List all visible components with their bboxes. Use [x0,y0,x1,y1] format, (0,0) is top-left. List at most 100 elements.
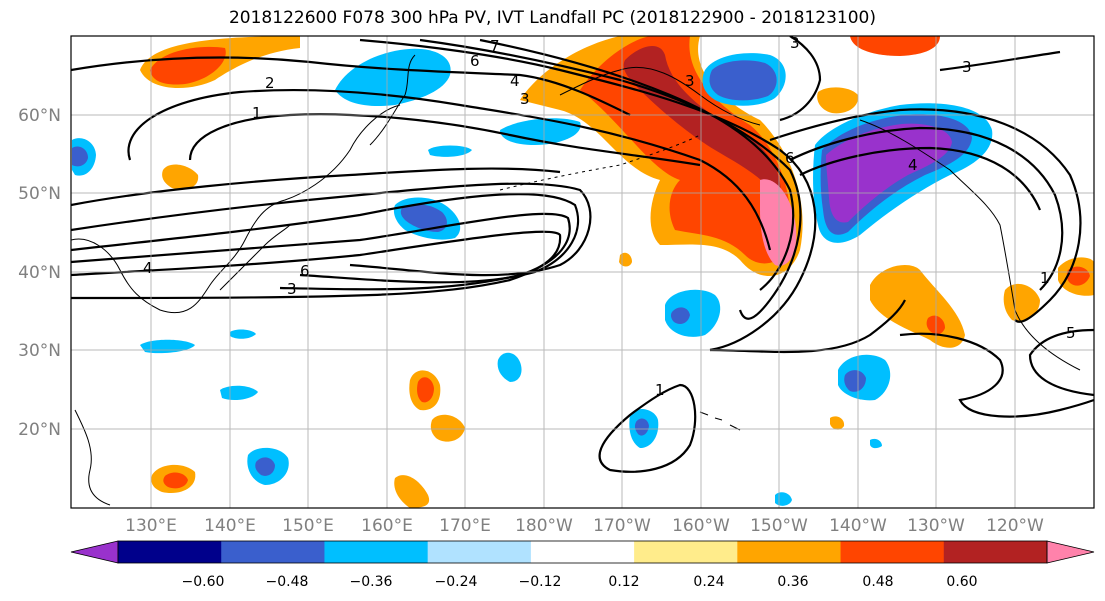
graticule [71,36,1094,508]
ivt-contour [71,230,562,300]
pv-negative-region [665,289,721,337]
colorbar-tick-label: −0.12 [519,574,562,590]
colorbar-tick-label: −0.24 [435,574,478,590]
contour-label-4-ne: 4 [908,156,918,174]
ivt-contour [188,113,701,167]
contour-label-6-east: 6 [785,149,795,167]
contour-label-6: 6 [300,262,310,280]
colorbar-tick-labels: −0.60 −0.48 −0.36 −0.24 −0.12 0.12 0.24 … [182,574,978,590]
lat-label: 40°N [18,263,61,283]
ivt-contour [359,38,817,352]
coastline-aleutians [499,134,701,191]
colorbar-segment [943,541,1048,563]
pv-shading [72,36,1094,508]
colorbar-tick-label: −0.36 [350,574,393,590]
contour-label-3: 3 [287,280,297,298]
colorbar-segment [840,541,945,563]
colorbar [70,540,1095,564]
contour-label-7: 7 [490,37,500,55]
colorbar-segment [530,541,635,563]
colorbar-segment [221,541,325,563]
pv-negative-region [230,329,256,339]
coastline-taiwan-philippines [74,409,111,506]
colorbar-segment [737,541,842,563]
ivt-contour [789,126,1064,291]
pv-positive-region [830,416,845,430]
colorbar-extend-high [1046,540,1095,564]
contour-label-3-north: 3 [520,90,530,108]
ivt-contour [769,108,1082,323]
lon-label: 160°E [361,516,413,536]
colorbar-segment [427,541,532,563]
lat-label: 50°N [18,184,61,204]
lon-label: 160°W [672,516,730,536]
lon-label: 140°E [204,516,256,536]
colorbar-segment [324,541,429,563]
longitude-labels: 130°E 140°E 150°E 160°E 170°E 180°W 170°… [125,516,1044,536]
contour-label-1-east: 1 [1040,269,1050,287]
ivt-contour [419,38,802,320]
ivt-contour [71,56,631,116]
pv-positive-region [1003,283,1040,322]
pv-negative-core [634,418,649,436]
contour-label-3-alaska: 3 [685,72,695,90]
lat-label: 20°N [18,420,61,440]
pv-negative-core [400,204,447,232]
lon-label: 170°W [593,516,651,536]
ivt-contour [779,36,822,122]
coastline-alaska [559,66,761,126]
pv-negative-core [670,307,690,324]
pv-positive-region [850,36,940,56]
colorbar-tick-label: 0.48 [862,574,893,590]
pv-negative-region [870,438,882,449]
pv-positive-core [150,46,226,85]
pv-negative-region [428,145,472,157]
colorbar-tick-label: −0.60 [182,574,225,590]
pv-positive-region [394,475,430,508]
lon-label: 150°W [750,516,808,536]
contour-label-3-ne: 3 [962,58,972,76]
colorbar-tick-label: 0.12 [608,574,639,590]
pv-negative-region [500,118,581,145]
pv-positive-core [580,36,791,264]
lon-label: 140°W [829,516,887,536]
contour-label-6-north: 6 [470,52,480,70]
lon-label: 120°W [986,516,1044,536]
pv-positive-core [163,472,188,489]
map-title: 2018122600 F078 300 hPa PV, IVT Landfall… [228,8,876,28]
ivt-contour [598,383,697,473]
pv-negative-region [497,352,522,382]
colorbar-tick-label: 0.36 [777,574,808,590]
contour-label-1: 1 [252,104,262,122]
colorbar-segment [634,541,738,563]
pv-negative-core [255,457,275,476]
contour-label-4-north: 4 [510,72,520,90]
lon-label: 130°E [125,516,177,536]
latitude-labels: 60°N 50°N 40°N 30°N 20°N [18,106,61,440]
pv-positive-core [417,377,434,403]
colorbar-extend-low [70,540,119,564]
colorbar-frame [117,540,1048,564]
colorbar-segment [118,541,222,563]
lon-label: 130°W [907,516,965,536]
ivt-contour [709,299,906,354]
pv-negative-core [72,146,88,167]
colorbar-tick-label: −0.48 [266,574,309,590]
ivt-contour [1028,328,1094,397]
ivt-contours [71,36,1094,473]
coastline-japan [219,224,291,291]
pv-positive-region [162,164,199,190]
lon-label: 150°E [282,516,334,536]
pv-positive-region [430,414,465,442]
pv-positive-region [817,87,859,114]
coastline-north-america [859,119,1081,371]
lon-label: 180°W [515,516,573,536]
pv-negative-core [844,370,866,392]
colorbar-tick-label: 0.24 [693,574,724,590]
lat-label: 30°N [18,341,61,361]
ivt-contour [479,38,795,291]
ivt-contour [127,88,772,251]
contour-labels: 2 1 4 6 3 6 7 4 3 6 3 3 3 4 1 1 5 [143,36,1076,399]
contour-label-2: 2 [265,74,275,92]
